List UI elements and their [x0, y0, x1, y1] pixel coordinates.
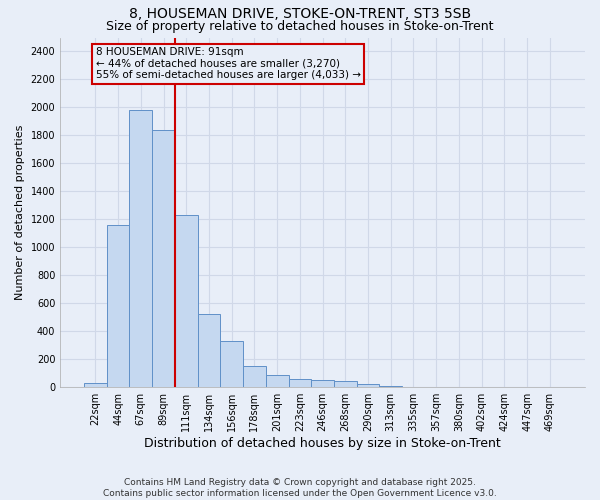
Bar: [152, 130, 175, 387]
Bar: [243, 366, 266, 387]
Bar: [379, 386, 402, 387]
Bar: [84, 383, 107, 387]
Text: 8 HOUSEMAN DRIVE: 91sqm
← 44% of detached houses are smaller (3,270)
55% of semi: 8 HOUSEMAN DRIVE: 91sqm ← 44% of detache…: [95, 48, 361, 80]
Text: Contains HM Land Registry data © Crown copyright and database right 2025.
Contai: Contains HM Land Registry data © Crown c…: [103, 478, 497, 498]
Bar: [311, 380, 334, 387]
Bar: [356, 384, 379, 387]
Bar: [334, 381, 356, 387]
Bar: [130, 110, 152, 387]
Bar: [107, 225, 130, 387]
Text: 8, HOUSEMAN DRIVE, STOKE-ON-TRENT, ST3 5SB: 8, HOUSEMAN DRIVE, STOKE-ON-TRENT, ST3 5…: [129, 8, 471, 22]
Y-axis label: Number of detached properties: Number of detached properties: [15, 124, 25, 300]
X-axis label: Distribution of detached houses by size in Stoke-on-Trent: Distribution of detached houses by size …: [144, 437, 501, 450]
Bar: [175, 215, 197, 387]
Bar: [220, 341, 243, 387]
Bar: [402, 386, 425, 387]
Bar: [289, 379, 311, 387]
Text: Size of property relative to detached houses in Stoke-on-Trent: Size of property relative to detached ho…: [106, 20, 494, 33]
Bar: [266, 374, 289, 387]
Bar: [197, 314, 220, 387]
